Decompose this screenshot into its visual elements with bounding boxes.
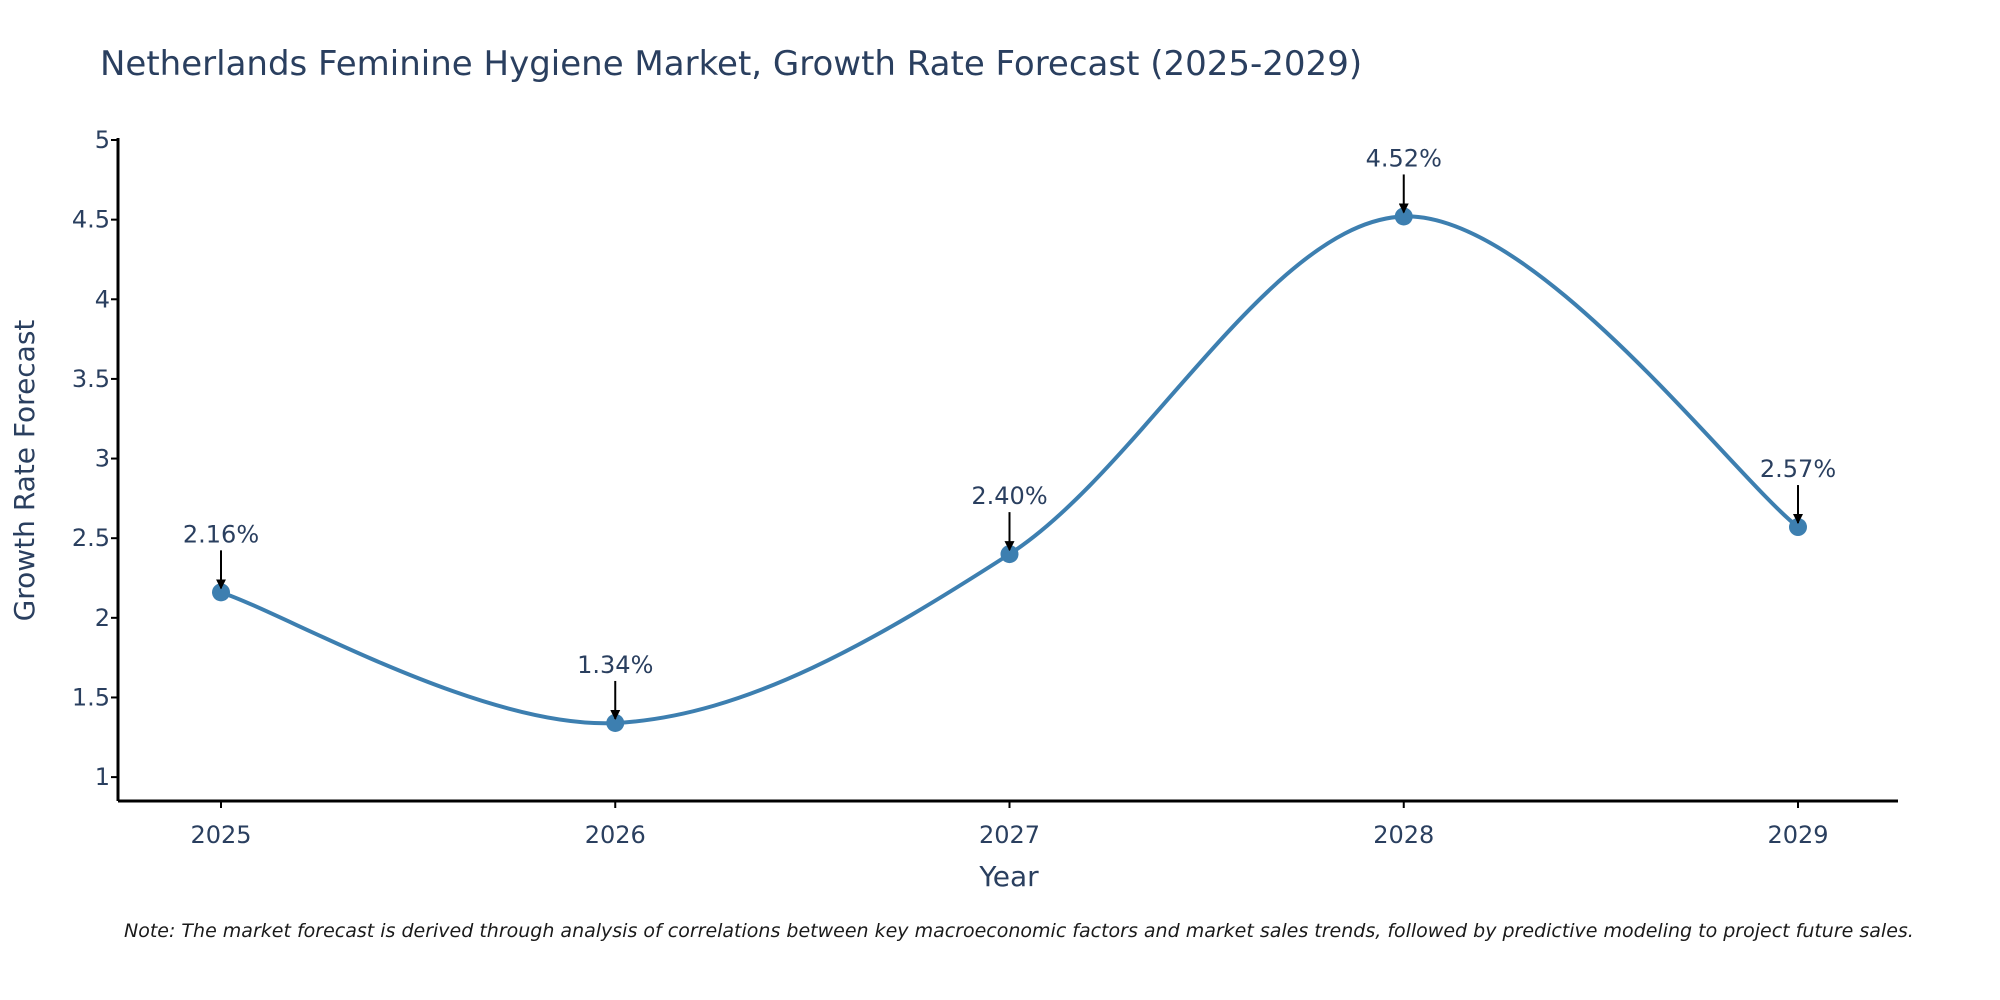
y-tick-label: 1.5 <box>72 683 110 711</box>
y-tick-label: 2 <box>95 604 110 632</box>
x-tick-label: 2029 <box>1767 821 1828 849</box>
footnote: Note: The market forecast is derived thr… <box>124 920 1914 942</box>
y-axis-ticks: 1 1.5 2 2.5 3 3.5 4 4.5 5 <box>72 126 118 791</box>
data-label: 4.52% <box>1366 144 1442 172</box>
x-tick-label: 2027 <box>979 821 1040 849</box>
y-tick-label: 5 <box>95 126 110 154</box>
data-label: 2.40% <box>971 482 1047 510</box>
y-tick-label: 3 <box>95 445 110 473</box>
x-axis-ticks: 2025 2026 2027 2028 2029 <box>190 801 1829 849</box>
data-labels: 2.16% 1.34% 2.40% 4.52% 2.57% <box>183 144 1836 720</box>
y-tick-label: 4.5 <box>72 206 110 234</box>
y-tick-label: 2.5 <box>72 524 110 552</box>
series-line <box>220 214 1800 726</box>
data-label: 2.57% <box>1760 455 1836 483</box>
x-axis-title: Year <box>978 860 1039 893</box>
x-tick-label: 2028 <box>1373 821 1434 849</box>
chart-title: Netherlands Feminine Hygiene Market, Gro… <box>100 44 1363 84</box>
y-axis-title: Growth Rate Forecast <box>8 320 41 622</box>
x-tick-label: 2025 <box>190 821 251 849</box>
y-tick-label: 4 <box>95 285 110 313</box>
data-label: 1.34% <box>577 651 653 679</box>
data-label: 2.16% <box>183 520 259 548</box>
data-points <box>212 207 1807 732</box>
y-tick-label: 1 <box>95 763 110 791</box>
x-tick-label: 2026 <box>585 821 646 849</box>
y-tick-label: 3.5 <box>72 365 110 393</box>
